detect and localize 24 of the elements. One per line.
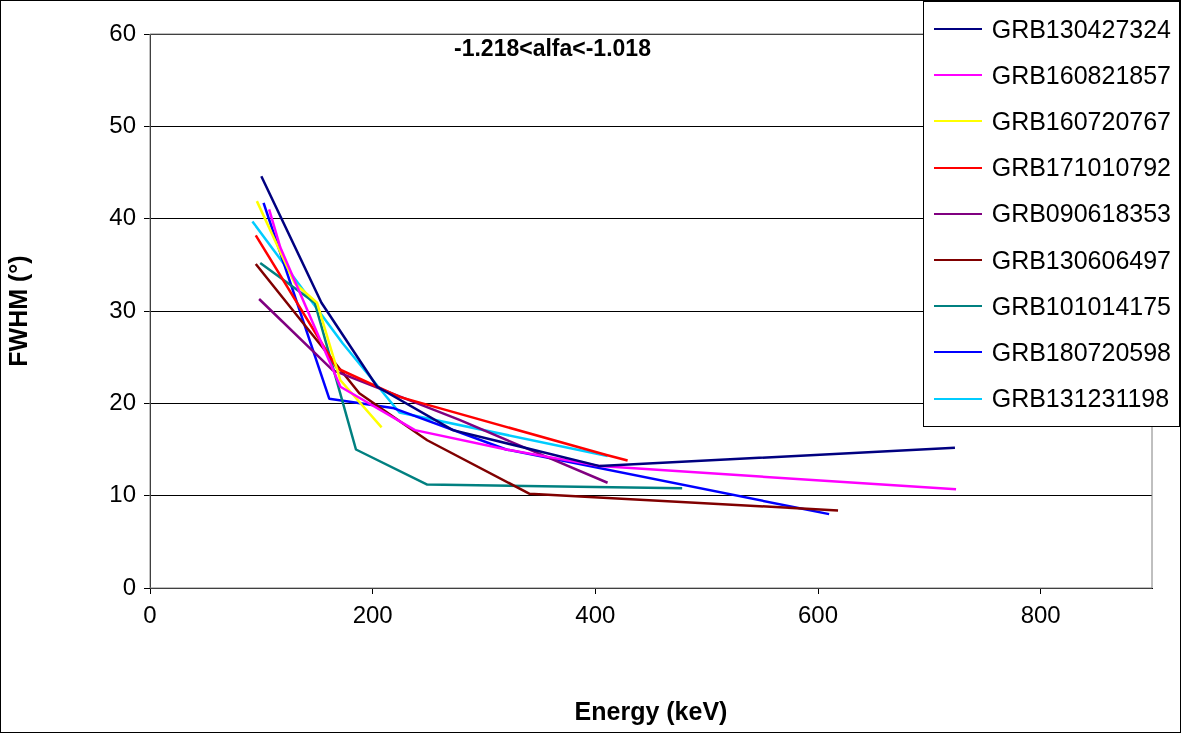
x-tick-label: 400 xyxy=(575,601,616,629)
x-tick-label: 800 xyxy=(1020,601,1061,629)
y-tick-label: 10 xyxy=(109,480,136,508)
y-tick-label: 60 xyxy=(109,18,136,46)
legend-label: GRB131231198 xyxy=(991,384,1170,414)
y-tick-label: 20 xyxy=(109,387,136,415)
legend-label: GRB101014175 xyxy=(991,291,1171,321)
annotation: -1.218<alfa<-1.018 xyxy=(454,35,651,62)
legend-label: GRB090618353 xyxy=(991,199,1171,229)
legend-label: GRB160821857 xyxy=(991,60,1171,90)
x-axis-title: Energy (keV) xyxy=(574,696,728,725)
y-tick-label: 40 xyxy=(109,203,136,231)
y-tick-label: 50 xyxy=(109,110,136,138)
y-axis-title: FWHM (°) xyxy=(3,255,32,367)
x-tick-label: 0 xyxy=(143,601,157,629)
legend-label: GRB171010792 xyxy=(991,153,1171,183)
x-tick-label: 600 xyxy=(797,601,839,629)
legend-label: GRB130606497 xyxy=(991,245,1171,275)
legend-label: GRB160720767 xyxy=(991,106,1171,136)
y-tick-label: 0 xyxy=(122,572,136,600)
legend-label: GRB180720598 xyxy=(991,337,1171,367)
x-tick-label: 200 xyxy=(352,601,393,629)
legend-label: GRB130427324 xyxy=(991,14,1171,44)
y-tick-label: 30 xyxy=(109,295,136,323)
